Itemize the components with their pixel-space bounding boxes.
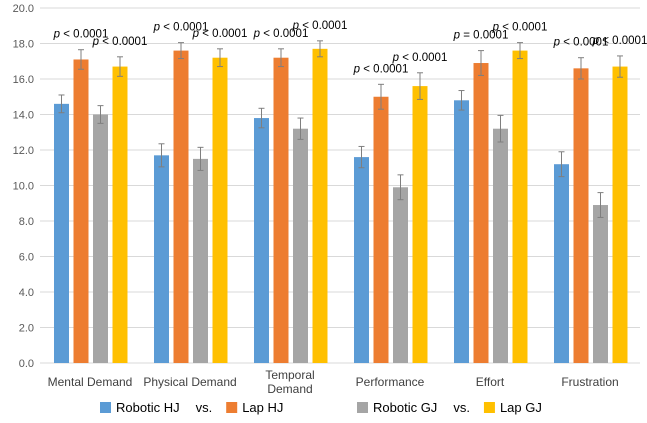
legend: Robotic HJ vs. Lap HJ Robotic GJ vs. Lap GJ — [100, 400, 542, 415]
y-tick-label: 12.0 — [13, 145, 34, 157]
bar-lap-hj — [73, 59, 89, 363]
p-value-annotation: p < 0.0001 — [592, 35, 647, 47]
y-axis-ticks: 0.0 2.0 4.0 6.0 8.0 10.0 12.0 14.0 16.0 18.0 20.0 — [13, 3, 34, 370]
x-category-label: Temporal Demand — [265, 368, 314, 396]
p-value-annotation: p < 0.0001 — [53, 29, 109, 41]
p-value-annotation: p < 0.0001 — [253, 28, 309, 40]
legend-swatch — [100, 402, 111, 413]
y-tick-label: 20.0 — [13, 3, 34, 15]
legend-swatch — [226, 402, 238, 413]
bar-lap-gj — [412, 86, 428, 363]
bar-robotic-gj — [93, 114, 108, 363]
y-tick-label: 10.0 — [13, 181, 34, 193]
bar-robotic-gj — [193, 158, 208, 363]
bar-lap-hj — [273, 57, 289, 363]
bar-robotic-hj — [254, 118, 269, 363]
bar-robotic-hj — [54, 103, 69, 363]
bar-lap-gj — [312, 48, 328, 363]
p-value-annotation: p < 0.0001 — [492, 22, 548, 34]
bar-robotic-gj — [393, 187, 408, 363]
p-value-annotation: p < 0.0001 — [553, 37, 609, 49]
legend-swatch — [357, 402, 368, 413]
legend-label: Lap GJ — [500, 400, 542, 415]
bar-robotic-hj — [354, 157, 369, 363]
legend-vs-label: vs. — [453, 400, 470, 415]
bar-lap-hj — [173, 50, 189, 363]
bar-lap-hj — [573, 68, 589, 363]
bar-robotic-hj — [454, 100, 469, 364]
error-bars — [58, 40, 623, 218]
x-category-label: Mental Demand — [48, 375, 133, 389]
bar-lap-hj — [373, 96, 389, 363]
y-tick-label: 14.0 — [13, 110, 34, 122]
y-tick-label: 18.0 — [13, 39, 34, 51]
y-tick-label: 6.0 — [19, 252, 34, 264]
bar-robotic-hj — [554, 164, 569, 363]
p-value-annotation: p < 0.0001 — [92, 36, 148, 48]
legend-label: Robotic GJ — [373, 400, 437, 415]
bar-lap-gj — [112, 66, 128, 363]
y-tick-label: 2.0 — [19, 323, 34, 335]
x-category-label: Effort — [476, 375, 505, 389]
x-category-label: Frustration — [561, 375, 618, 389]
p-value-annotation: p < 0.0001 — [353, 63, 409, 75]
p-value-annotation: p < 0.0001 — [292, 20, 348, 32]
legend-vs-label: vs. — [196, 400, 213, 415]
x-category-label: Physical Demand — [143, 375, 236, 389]
p-value-annotation: p < 0.0001 — [392, 52, 448, 64]
bar-robotic-hj — [154, 155, 169, 363]
legend-label: Lap HJ — [242, 400, 283, 415]
bar-lap-hj — [473, 63, 489, 364]
p-value-annotation: p = 0.0001 — [453, 30, 509, 42]
gridlines — [40, 7, 640, 364]
x-category-label: Performance — [356, 375, 425, 389]
y-tick-label: 8.0 — [19, 216, 34, 228]
p-value-annotation: p < 0.0001 — [192, 28, 248, 40]
legend-label: Robotic HJ — [116, 400, 180, 415]
y-tick-label: 16.0 — [13, 74, 34, 86]
bar-robotic-gj — [493, 128, 508, 363]
y-tick-label: 0.0 — [19, 358, 34, 370]
y-tick-label: 4.0 — [19, 287, 34, 299]
x-axis-category-labels: Mental Demand Physical Demand Temporal Dema… — [48, 368, 619, 396]
bar-lap-gj — [612, 66, 628, 363]
p-value-annotation: p < 0.0001 — [153, 22, 209, 34]
bar-robotic-gj — [293, 128, 308, 363]
bars — [54, 48, 628, 364]
bar-lap-gj — [512, 50, 528, 363]
bar-lap-gj — [212, 57, 228, 363]
bar-robotic-gj — [593, 205, 608, 363]
legend-swatch — [483, 402, 495, 413]
